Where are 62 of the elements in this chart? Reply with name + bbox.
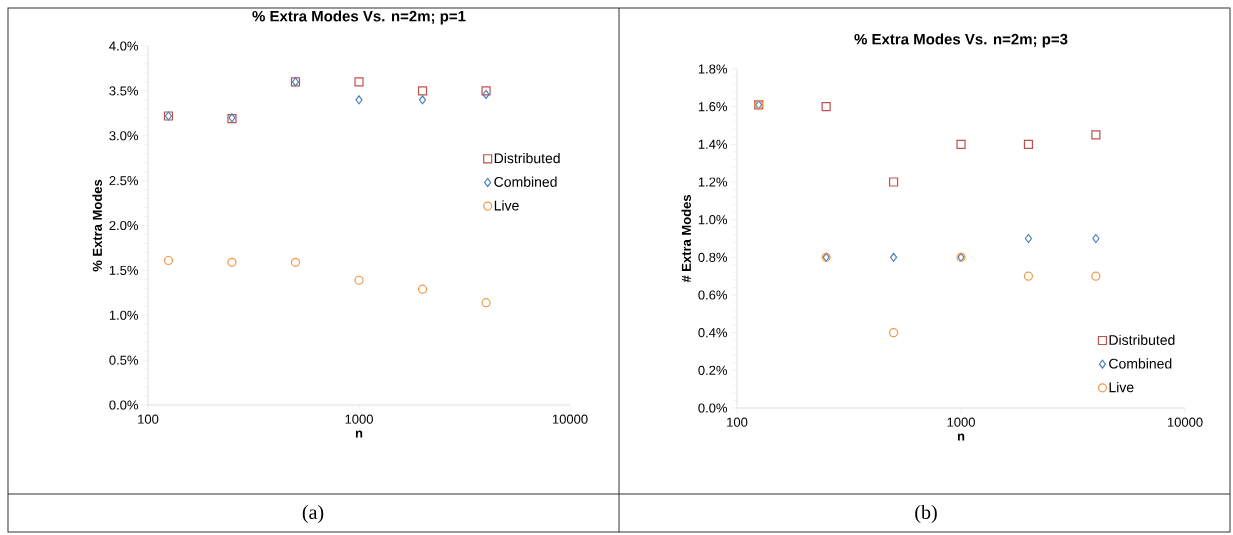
- chart-title: % Extra Modes Vs. n=2m; p=1: [252, 10, 466, 25]
- legend-label: Combined: [494, 176, 557, 187]
- point: [355, 95, 363, 105]
- y-tick-label: 3.5%: [109, 86, 139, 96]
- point: [1091, 130, 1101, 140]
- x-tick-label: 1000: [345, 414, 373, 424]
- y-tick-label: 1.0%: [698, 215, 728, 225]
- text: (b): [915, 504, 937, 524]
- y-tick-label: 0.5%: [109, 355, 139, 365]
- y-tick-label: 0.6%: [698, 290, 728, 300]
- point: [821, 102, 831, 112]
- point: [956, 139, 966, 149]
- point: [354, 275, 364, 285]
- legend-label: Distributed: [494, 152, 560, 164]
- text: (a): [302, 504, 324, 524]
- point: [1024, 233, 1033, 244]
- legend-label: Live: [1109, 381, 1134, 393]
- chart-title: % Extra Modes Vs. n=2m; p=3: [854, 33, 1068, 48]
- y-tick-label: 3.0%: [109, 131, 139, 141]
- legend-label: Live: [494, 200, 519, 211]
- point: [163, 255, 174, 266]
- point: [888, 328, 899, 338]
- point: [481, 86, 491, 96]
- x-axis-title: n: [355, 430, 363, 438]
- point: [290, 257, 301, 267]
- point: [1091, 271, 1101, 281]
- y-tick-label: 0.8%: [698, 252, 728, 262]
- y-tick-label: 0.4%: [698, 328, 728, 338]
- y-tick-label: 2.0%: [109, 220, 139, 231]
- point: [354, 77, 364, 87]
- point: [1092, 233, 1100, 244]
- y-tick-label: 2.5%: [109, 176, 139, 186]
- point: [417, 284, 428, 294]
- y-tick-label: 1.5%: [109, 265, 139, 275]
- legend-label: Distributed: [1109, 334, 1175, 345]
- x-tick-label: 1000: [947, 417, 975, 427]
- x-tick-label: 100: [727, 417, 748, 427]
- point: [888, 177, 899, 187]
- y-axis-title: % Extra Modes: [92, 179, 102, 272]
- y-tick-label: 1.8%: [698, 64, 728, 74]
- y-tick-label: 1.4%: [698, 139, 728, 149]
- y-tick-label: 1.0%: [109, 310, 139, 320]
- point: [889, 252, 898, 262]
- point: [227, 257, 237, 267]
- y-tick-label: 1.2%: [698, 177, 728, 187]
- x-tick-label: 10000: [552, 414, 588, 424]
- y-tick-label: 1.6%: [698, 102, 728, 112]
- point: [417, 86, 428, 96]
- y-tick-label: 0.0%: [109, 400, 139, 410]
- x-tick-label: 100: [138, 414, 159, 424]
- y-axis-title: # Extra Modes: [681, 194, 691, 283]
- x-axis-title: n: [957, 433, 965, 441]
- y-tick-label: 0.0%: [698, 403, 728, 413]
- point: [418, 95, 427, 105]
- y-tick-label: 4.0%: [109, 41, 139, 51]
- y-tick-label: 0.2%: [698, 365, 728, 375]
- point: [481, 298, 491, 308]
- legend-label: Combined: [1109, 358, 1172, 369]
- point: [482, 89, 490, 100]
- x-tick-label: 10000: [1167, 417, 1203, 427]
- point: [1023, 139, 1034, 149]
- point: [1023, 271, 1034, 281]
